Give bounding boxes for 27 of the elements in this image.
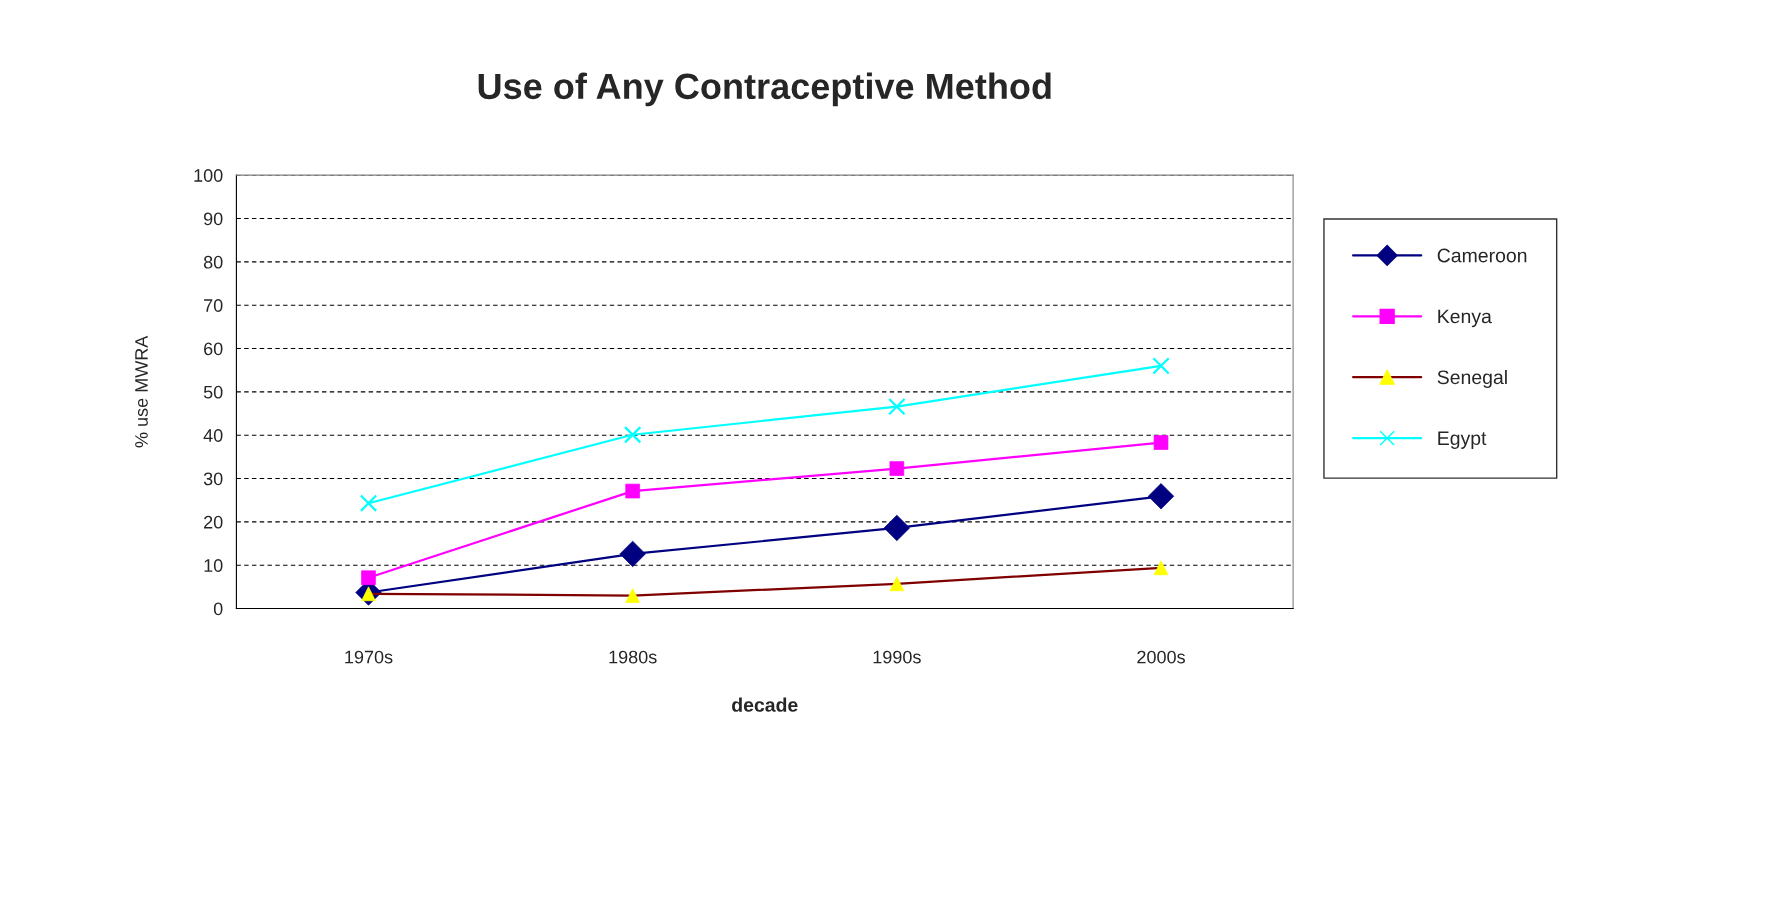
y-tick-label: 100	[194, 169, 223, 182]
y-tick-label: 30	[203, 472, 223, 486]
y-tick-label: 0	[213, 602, 223, 616]
y-tick-label: 10	[204, 559, 223, 572]
legend-label: Cameroon	[1437, 248, 1527, 263]
legend-label: Senegal	[1437, 369, 1507, 389]
x-tick-label: 1970s	[345, 650, 393, 664]
y-tick-label: 20	[204, 515, 223, 529]
legend-label: Kenya	[1438, 309, 1492, 328]
point	[888, 397, 906, 416]
chart-title: Use of Any Contraceptive Method	[478, 72, 1051, 107]
x-tick-label: 2000s	[1137, 650, 1185, 664]
point	[1152, 357, 1170, 375]
y-tick-label: 70	[204, 299, 223, 312]
point	[623, 426, 642, 444]
y-tick-label: 50	[203, 385, 223, 399]
x-axis-title: decade	[732, 697, 798, 712]
point	[359, 494, 378, 512]
y-tick-label: 60	[204, 342, 223, 356]
y-axis-title: % use MWRA	[135, 335, 148, 448]
y-tick-label: 90	[203, 212, 223, 226]
x-tick-label: 1990s	[873, 650, 921, 664]
x-tick-label: 1980s	[609, 650, 657, 664]
point	[1147, 483, 1175, 510]
y-tick-label: 40	[203, 429, 223, 442]
legend-label: Egypt	[1438, 431, 1487, 449]
y-tick-label: 80	[203, 255, 223, 269]
